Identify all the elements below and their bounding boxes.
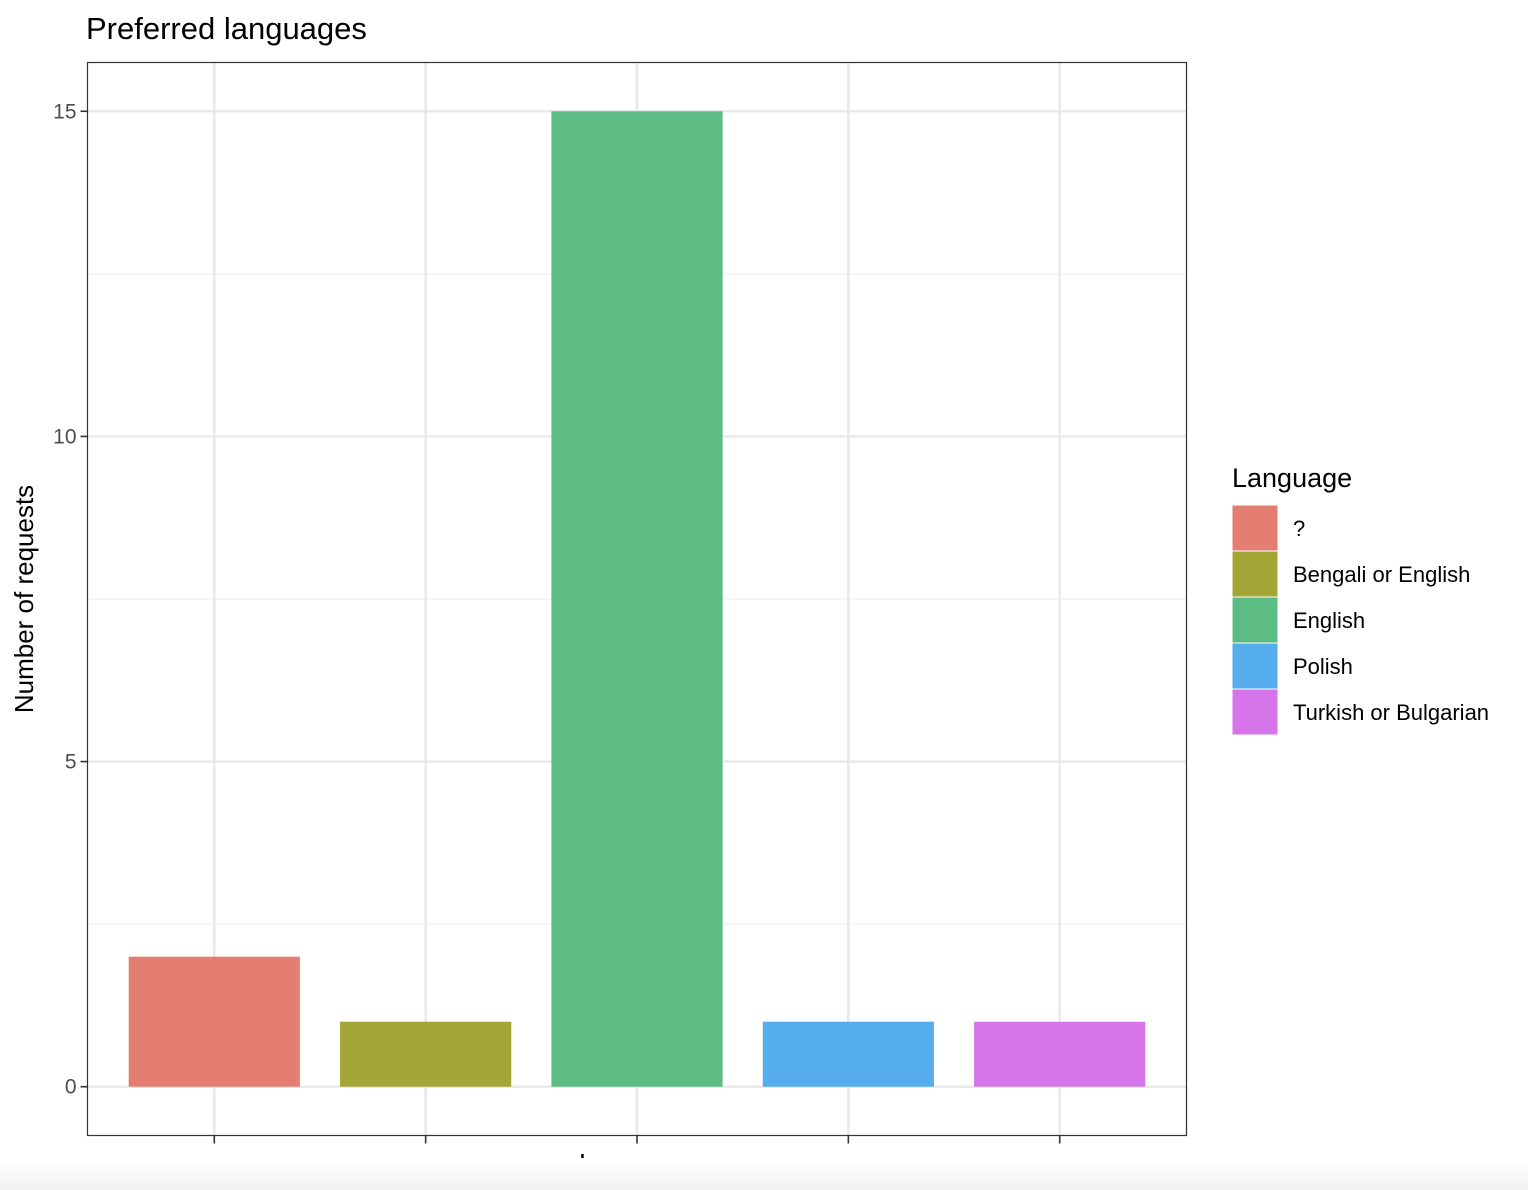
- chart-title: Preferred languages: [86, 11, 367, 46]
- y-axis: 0 5 10 15: [53, 100, 88, 1099]
- legend-key: [1231, 642, 1279, 690]
- y-tick-label: 15: [53, 100, 76, 123]
- legend-label: Polish: [1293, 654, 1353, 679]
- bar: [128, 956, 300, 1087]
- x-axis: [213, 1135, 1061, 1144]
- bar: [551, 111, 723, 1087]
- legend-key: [1231, 688, 1279, 736]
- y-axis-label: Number of requests: [9, 485, 39, 713]
- bar: [974, 1021, 1146, 1087]
- y-tick-label: 5: [65, 751, 77, 774]
- bars: [128, 111, 1146, 1087]
- y-tick-label: 0: [65, 1076, 77, 1099]
- legend-title: Language: [1232, 463, 1352, 493]
- y-tick-label: 10: [53, 425, 76, 448]
- legend-label: ?: [1293, 516, 1305, 541]
- legend-key: [1231, 596, 1279, 644]
- bar: [762, 1021, 934, 1087]
- legend-label: Turkish or Bulgarian: [1293, 700, 1489, 725]
- legend-key: [1231, 504, 1279, 552]
- legend-label: English: [1293, 608, 1365, 633]
- legend-label: Bengali or English: [1293, 562, 1470, 587]
- legend-key: [1231, 550, 1279, 598]
- window-bottom-edge: [0, 1158, 1528, 1190]
- bar: [340, 1021, 512, 1087]
- legend: Language ? Bengali or English English Polis…: [1231, 463, 1489, 736]
